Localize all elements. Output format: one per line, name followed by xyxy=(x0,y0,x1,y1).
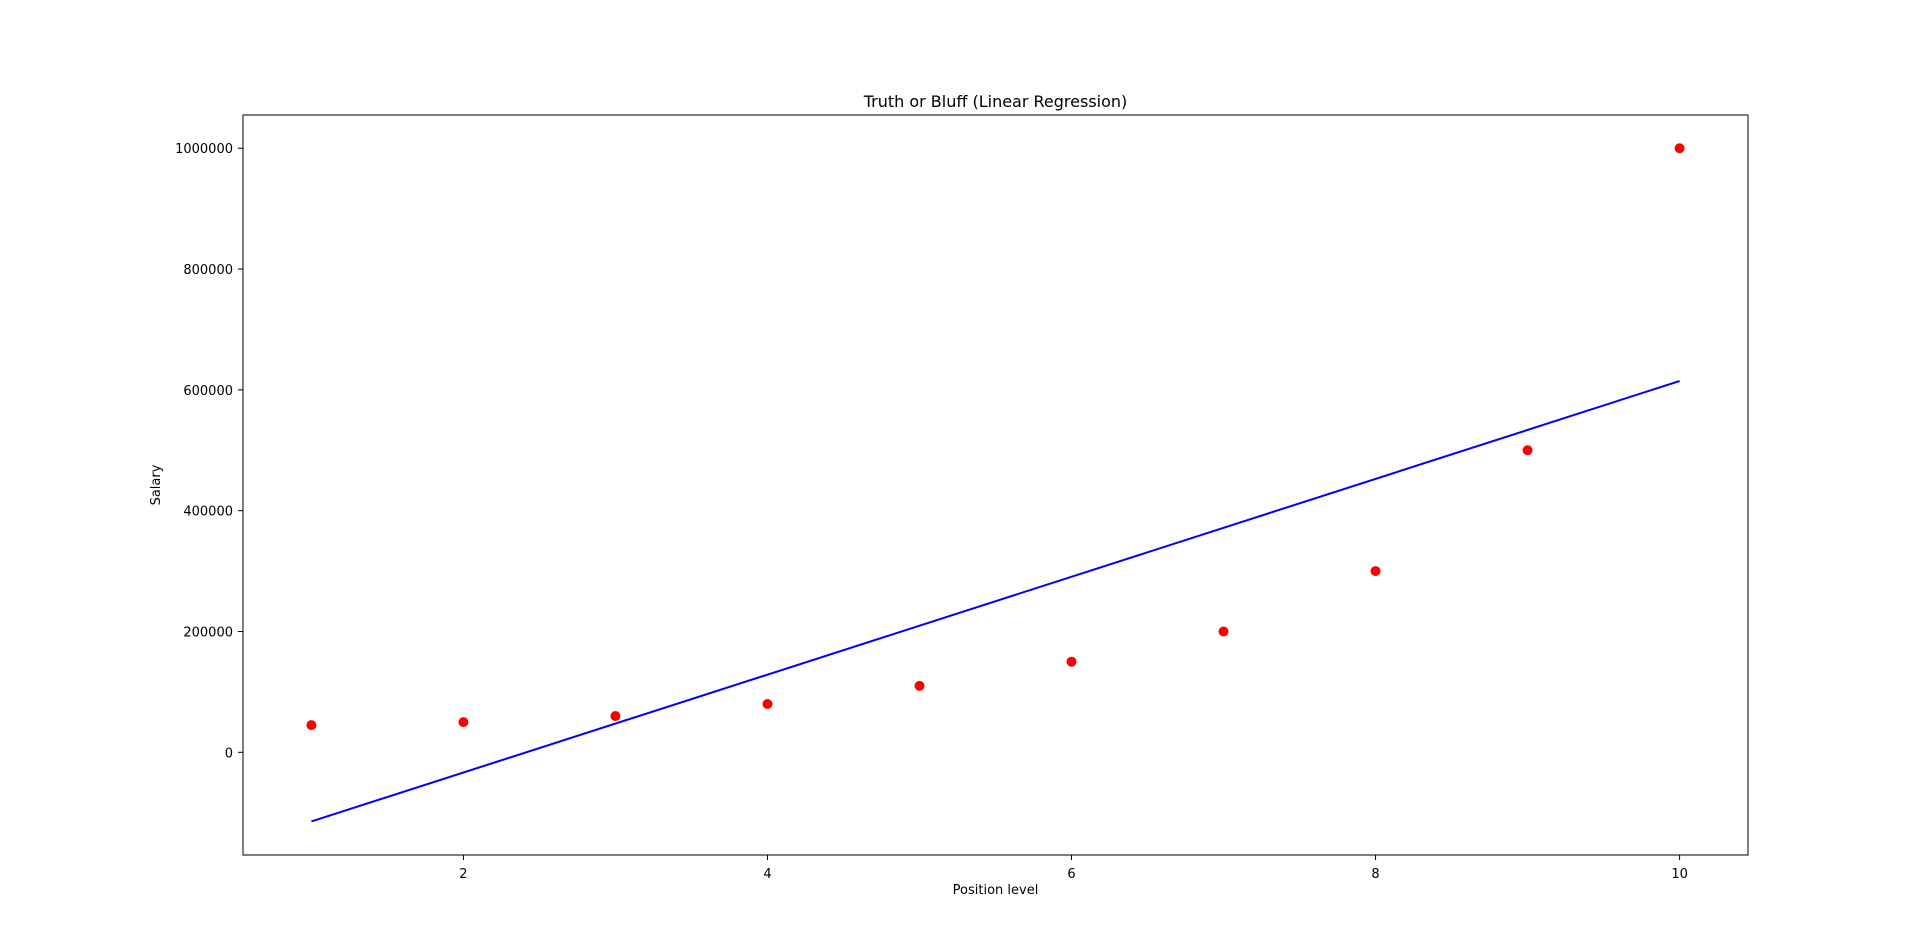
y-tick-label: 200000 xyxy=(183,625,233,640)
scatter-point xyxy=(1674,143,1685,154)
x-tick-label: 4 xyxy=(763,867,771,882)
x-tick-label: 8 xyxy=(1371,867,1379,882)
scatter-point xyxy=(1218,626,1229,637)
scatter-point xyxy=(1370,566,1381,577)
x-tick-label: 10 xyxy=(1671,867,1688,882)
scatter-point xyxy=(762,698,773,709)
y-tick-label: 1000000 xyxy=(175,142,233,157)
x-tick-label: 6 xyxy=(1067,867,1075,882)
scatter-point xyxy=(1522,445,1533,456)
y-tick-label: 400000 xyxy=(183,505,233,520)
scatter-point xyxy=(1066,656,1077,667)
scatter-point xyxy=(914,680,925,691)
regression-line xyxy=(311,380,1680,823)
x-axis-ticks: 2 4 6 8 10 xyxy=(459,855,1688,882)
x-tick-label: 2 xyxy=(459,867,467,882)
scatter-point xyxy=(610,711,621,722)
y-axis-ticks: 0 200000 400000 600000 800000 1000000 xyxy=(175,142,243,761)
y-tick-label: 600000 xyxy=(183,384,233,399)
scatter-point xyxy=(458,717,469,728)
y-tick-label: 0 xyxy=(225,746,233,761)
plot-frame xyxy=(242,114,1749,856)
y-axis-label: Salary xyxy=(149,464,164,505)
y-tick-label: 800000 xyxy=(183,263,233,278)
chart-title: Truth or Bluff (Linear Regression) xyxy=(863,92,1128,111)
plot-layer xyxy=(306,143,1685,823)
scatter-point xyxy=(306,720,317,731)
x-axis-label: Position level xyxy=(953,883,1039,898)
